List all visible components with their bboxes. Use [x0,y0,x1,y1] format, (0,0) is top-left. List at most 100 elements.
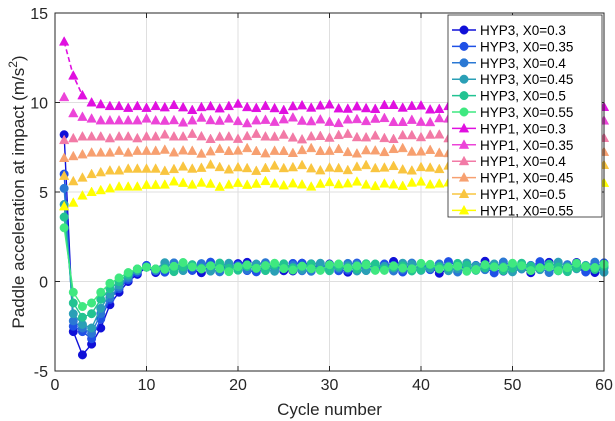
triangle-marker [434,147,445,157]
triangle-marker [113,100,125,111]
triangle-marker [269,116,280,126]
triangle-marker [397,116,408,127]
triangle-marker [223,145,235,156]
triangle-marker [241,130,253,141]
legend-item: HYP1, X0=0.35 [452,138,573,153]
triangle-marker [370,113,381,123]
triangle-marker [141,113,152,123]
circle-marker [59,212,69,222]
triangle-marker [77,89,88,100]
triangle-marker [296,99,308,110]
circle-marker [553,266,563,276]
triangle-marker [424,144,436,154]
triangle-marker [397,129,408,140]
circle-marker [480,260,490,270]
triangle-marker [406,129,418,140]
triangle-marker [342,128,353,138]
triangle-marker [342,113,353,124]
circle-marker [459,91,469,101]
triangle-marker [278,162,289,173]
circle-marker [270,258,280,268]
triangle-marker [434,112,445,123]
circle-marker [87,323,97,333]
circle-marker [361,260,371,270]
triangle-marker [333,102,344,113]
triangle-marker [415,146,427,156]
triangle-marker [187,104,198,115]
triangle-marker [132,181,143,191]
triangle-marker [95,166,106,177]
y-tick-label: 0 [39,275,48,292]
triangle-marker [324,98,335,109]
y-tick-label: -5 [34,364,48,381]
circle-marker [471,265,481,275]
triangle-marker [232,115,244,126]
circle-marker [343,263,353,273]
legend-label: HYP3, X0=0.4 [480,56,566,71]
circle-marker [279,264,289,274]
triangle-marker [370,180,381,191]
triangle-marker [315,178,326,188]
triangle-marker [251,128,262,138]
triangle-marker [132,132,143,143]
triangle-marker [379,112,390,123]
triangle-marker [306,162,317,173]
triangle-marker [196,162,207,172]
circle-marker [196,264,206,274]
triangle-marker [77,190,88,200]
circle-marker [178,258,188,268]
triangle-marker [306,142,317,153]
triangle-marker [278,104,289,115]
triangle-marker [177,177,189,187]
triangle-marker [424,178,436,189]
triangle-marker [86,96,97,107]
circle-marker [398,263,408,273]
x-tick-label: 20 [229,377,247,394]
triangle-marker [196,177,207,187]
triangle-marker [205,159,216,169]
circle-marker [526,266,536,276]
triangle-marker [406,177,418,187]
triangle-marker [187,128,198,138]
triangle-marker [360,115,372,126]
legend-item: HYP1, X0=0.55 [452,203,573,218]
triangle-marker [141,145,152,155]
triangle-marker [95,184,106,195]
triangle-marker [306,181,317,191]
triangle-marker [150,179,161,189]
triangle-marker [315,145,326,156]
circle-marker [352,261,362,271]
triangle-marker [205,100,216,111]
circle-marker [160,264,170,274]
triangle-marker [333,129,344,140]
triangle-marker [406,114,418,124]
triangle-marker [150,114,161,125]
triangle-marker [251,114,262,125]
circle-marker [498,263,508,273]
triangle-marker [406,146,418,156]
triangle-marker [214,143,225,153]
triangle-marker [104,182,116,193]
triangle-marker [104,164,116,175]
circle-marker [114,273,124,283]
triangle-marker [68,175,79,186]
triangle-marker [324,132,335,142]
circle-marker [453,261,463,271]
x-tick-label: 0 [51,377,60,394]
triangle-marker [351,100,363,111]
triangle-marker [324,145,335,155]
triangle-marker [77,111,88,121]
triangle-marker [58,170,70,180]
triangle-marker [379,99,390,110]
triangle-marker [123,147,134,157]
triangle-marker [415,161,427,172]
x-tick-label: 10 [138,377,156,394]
triangle-marker [123,163,134,173]
circle-marker [407,264,417,274]
triangle-marker [187,163,198,173]
triangle-marker [141,130,152,141]
circle-marker [544,262,554,272]
triangle-marker [360,102,372,113]
circle-marker [288,265,298,275]
legend-item: HYP3, X0=0.45 [452,72,573,87]
